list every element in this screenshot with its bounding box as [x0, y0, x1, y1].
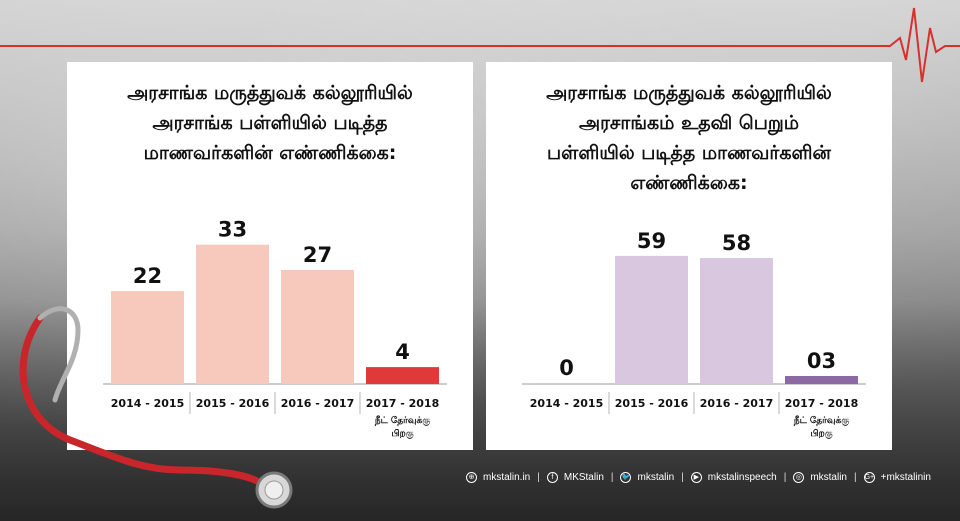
footer-separator: |: [783, 471, 787, 483]
after-neet-note: பிறகு: [810, 428, 832, 440]
category-label: 2014 - 2015: [530, 397, 603, 410]
after-neet-note: நீட் தேர்வுக்கு: [793, 415, 849, 427]
bar: [615, 255, 688, 384]
instagram-icon: ◎: [793, 471, 805, 483]
globe-icon: ⊕: [466, 471, 477, 483]
value-label: 27: [303, 243, 332, 267]
youtube-icon: ▶: [690, 471, 702, 483]
category-label: 2017 - 2018: [785, 397, 858, 410]
footer-handle[interactable]: mkstalin: [810, 471, 847, 483]
category-label: 2016 - 2017: [281, 397, 354, 410]
facebook-icon: f: [546, 471, 558, 483]
bar: [196, 244, 269, 384]
chart-title-line: அரசாங்க மருத்துவக் கல்லூரியில்: [127, 82, 413, 104]
footer-separator: |: [854, 471, 857, 483]
chart-title-line: பள்ளியில் படித்த மாணவர்களின்: [547, 142, 831, 164]
bar: [530, 383, 603, 384]
value-label: 22: [133, 264, 162, 288]
bar: [111, 291, 184, 384]
category-label: 2014 - 2015: [111, 397, 184, 410]
chart-title-line: மாணவர்களின் எண்ணிக்கை:: [143, 142, 397, 164]
bar: [700, 258, 773, 384]
value-label: 0: [559, 356, 574, 380]
value-label: 4: [395, 340, 410, 364]
category-label: 2015 - 2016: [615, 397, 689, 410]
value-label: 33: [218, 218, 247, 242]
value-label: 03: [807, 349, 836, 373]
bar: [281, 270, 354, 384]
footer-handle[interactable]: MKStalin: [563, 471, 604, 483]
bar: [366, 367, 439, 384]
chart-title-line: அரசாங்க பள்ளியில் படித்த: [152, 112, 388, 134]
after-neet-note: பிறகு: [391, 428, 413, 440]
right-chart-panel: அரசாங்க மருத்துவக் கல்லூரியில் அரசாங்கம் …: [486, 62, 892, 450]
value-label: 59: [637, 229, 666, 253]
left-chart-panel: அரசாங்க மருத்துவக் கல்லூரியில் அரசாங்க பள…: [67, 62, 473, 450]
twitter-icon: 🐦: [620, 471, 632, 483]
footer-handle[interactable]: mkstalin: [637, 471, 675, 483]
chart-title-line: அரசாங்க மருத்துவக் கல்லூரியில்: [546, 82, 832, 104]
value-label: 58: [722, 231, 751, 255]
chart-title-line: எண்ணிக்கை:: [630, 172, 748, 194]
right-bar-chart: 0 2014 - 2015 59 2015 - 2016 58 2016 - 2017 03…: [522, 229, 866, 440]
bar: [785, 376, 858, 384]
category-label: 2017 - 2018: [366, 397, 439, 410]
category-label: 2016 - 2017: [700, 397, 773, 410]
footer-separator: |: [681, 471, 684, 483]
left-bar-chart: 22 2014 - 2015 33 2015 - 2016 27 2016 - 2017 4…: [103, 218, 447, 440]
footer-separator: |: [610, 471, 614, 483]
category-label: 2015 - 2016: [196, 397, 270, 410]
social-footer: ⊕ mkstalin.in | f MKStalin | 🐦 mkstalin | ▶ mkstal…: [466, 470, 931, 484]
footer-separator: |: [537, 471, 540, 483]
footer-handle[interactable]: mkstalin.in: [483, 471, 531, 483]
chart-title-line: அரசாங்கம் உதவி பெறும்: [578, 112, 800, 134]
googleplus-icon: G+: [863, 471, 875, 483]
heartbeat-line: [0, 7, 960, 83]
footer-handle[interactable]: mkstalinspeech: [707, 471, 777, 483]
after-neet-note: நீட் தேர்வுக்கு: [374, 415, 430, 427]
footer-handle[interactable]: +mkstalinin: [880, 471, 931, 483]
